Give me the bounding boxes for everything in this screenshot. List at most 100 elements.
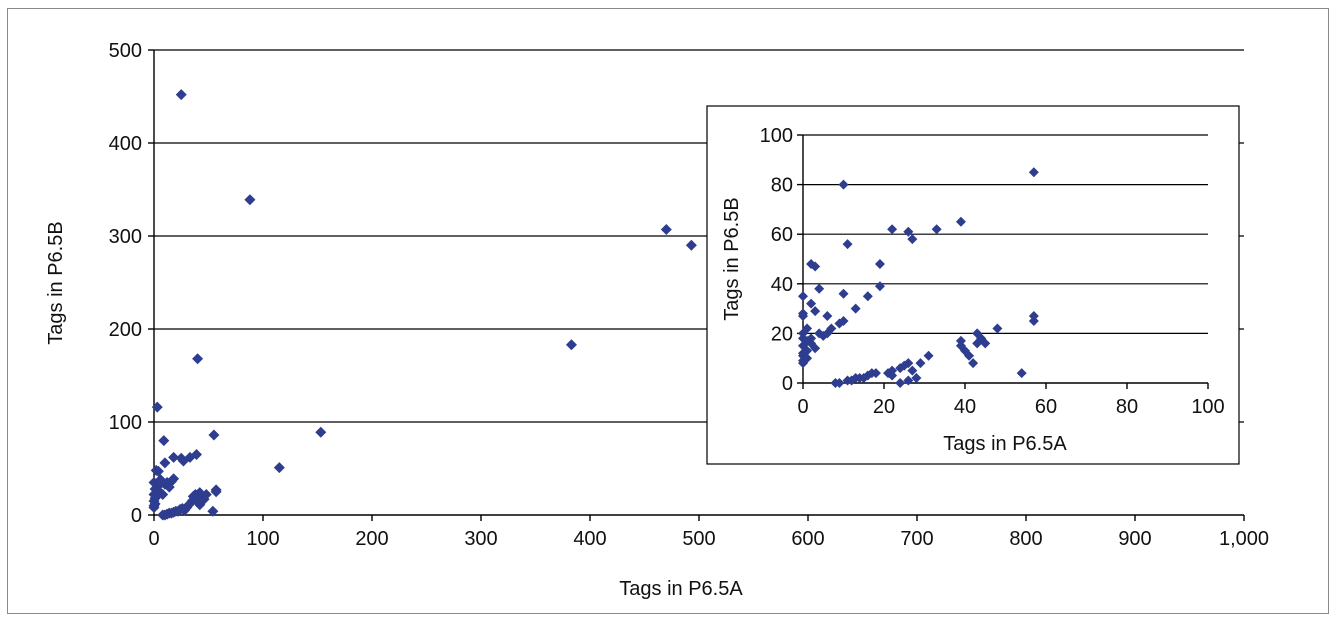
main-x-tick-label: 900 — [1118, 528, 1151, 550]
main-data-point — [565, 339, 577, 351]
inset-points — [798, 167, 1039, 388]
main-x-tick-label: 600 — [791, 528, 824, 550]
inset-y-tick-label: 20 — [771, 323, 793, 345]
inset-data-point — [822, 311, 833, 322]
inset-data-point — [903, 375, 914, 386]
main-y-tick-label: 300 — [109, 226, 142, 248]
inset-data-point — [806, 298, 817, 309]
main-data-point — [191, 449, 203, 461]
inset-y-tick-label: 40 — [771, 274, 793, 296]
main-data-point — [152, 465, 164, 477]
main-y-tick-label: 200 — [109, 319, 142, 341]
main-data-point — [148, 502, 160, 514]
inset-data-point — [798, 358, 808, 369]
inset-x-tick-label: 100 — [1191, 396, 1224, 418]
main-data-point — [159, 457, 171, 469]
main-data-point — [158, 435, 170, 447]
main-y-tick-label: 100 — [109, 412, 142, 434]
inset-data-point — [923, 350, 934, 361]
inset-data-point — [992, 323, 1003, 334]
inset-data-point — [834, 378, 845, 388]
main-data-point — [207, 505, 219, 517]
main-x-tick-label: 200 — [355, 528, 388, 550]
main-x-tick-label: 500 — [682, 528, 715, 550]
inset-data-point — [874, 281, 885, 292]
inset-data-point — [814, 283, 825, 294]
inset-y-tick-label: 60 — [771, 224, 793, 246]
main-y-axis-label: Tags in P6.5B — [45, 221, 67, 344]
inset-data-point — [960, 345, 970, 356]
main-axes — [148, 49, 1245, 521]
inset-x-tick-label: 60 — [1035, 396, 1057, 418]
inset-data-point — [806, 333, 817, 344]
inset-x-tick-label: 40 — [954, 396, 976, 418]
main-data-point — [273, 462, 285, 474]
inset-data-point — [798, 311, 808, 322]
inset-y-tick-label: 0 — [782, 373, 793, 395]
main-x-tick-label: 800 — [1009, 528, 1042, 550]
inset-data-point — [822, 328, 833, 339]
main-data-point — [192, 353, 204, 365]
inset-data-point — [862, 291, 873, 302]
inset-data-point — [911, 373, 922, 384]
inset-data-point — [915, 358, 926, 369]
main-data-point — [175, 89, 187, 101]
inset-data-point — [955, 335, 966, 346]
inset-data-point — [903, 226, 914, 237]
main-data-point — [660, 223, 672, 235]
main-data-point — [315, 426, 327, 438]
main-data-point — [168, 473, 180, 485]
inset-data-point — [810, 261, 821, 272]
inset-data-point — [903, 358, 914, 369]
inset-y-tick-label: 80 — [771, 175, 793, 197]
main-data-point — [194, 487, 206, 499]
main-data-point — [157, 489, 169, 501]
inset-data-point — [895, 378, 906, 388]
inset-gridlines — [803, 134, 1208, 334]
main-x-axis-label: Tags in P6.5A — [619, 578, 743, 600]
main-y-tick-label: 400 — [109, 133, 142, 155]
inset-data-point — [810, 306, 821, 317]
main-y-tick-label: 500 — [109, 40, 142, 62]
inset-x-axis-label: Tags in P6.5A — [943, 433, 1067, 455]
main-points — [148, 89, 697, 521]
inset-x-tick-label: 80 — [1116, 396, 1138, 418]
inset-x-tick-label: 0 — [797, 396, 808, 418]
inset-data-point — [850, 303, 861, 314]
main-x-tick-label: 300 — [464, 528, 497, 550]
main-x-tick-label: 700 — [900, 528, 933, 550]
inset-data-point — [1016, 368, 1027, 379]
main-data-point — [244, 194, 256, 206]
inset-data-point — [887, 370, 898, 381]
main-x-tick-label: 100 — [246, 528, 279, 550]
main-x-tick-label: 1,000 — [1219, 528, 1269, 550]
inset-data-point — [980, 338, 991, 349]
inset-data-point — [870, 368, 881, 379]
main-x-tick-label: 400 — [573, 528, 606, 550]
inset-data-point — [887, 224, 898, 235]
inset-data-point — [907, 365, 918, 376]
inset-chart: 0 20 40 60 80 100 0 20 40 60 80 100 Tags in P6.5A T… — [706, 105, 1240, 465]
inset-y-tick-label: 100 — [760, 125, 793, 147]
inset-frame — [706, 105, 1240, 465]
inset-data-point — [874, 258, 885, 269]
main-x-tick-label: 0 — [148, 528, 159, 550]
inset-data-point — [838, 316, 849, 326]
main-y-tick-label: 0 — [131, 505, 142, 527]
inset-data-point — [931, 224, 942, 235]
main-data-point — [168, 451, 180, 463]
inset-data-point — [1028, 311, 1039, 322]
inset-y-axis-label: Tags in P6.5B — [721, 197, 743, 320]
inset-data-point — [810, 343, 821, 354]
inset-data-point — [968, 358, 979, 369]
inset-data-point — [1028, 167, 1039, 178]
inset-tick-labels: 0 20 40 60 80 100 0 20 40 60 80 100 — [760, 125, 1225, 418]
inset-data-point — [838, 288, 849, 299]
main-data-point — [151, 401, 163, 413]
main-data-point — [208, 429, 220, 441]
main-data-point — [210, 484, 222, 496]
inset-data-point — [907, 234, 918, 245]
inset-data-point — [842, 239, 853, 250]
